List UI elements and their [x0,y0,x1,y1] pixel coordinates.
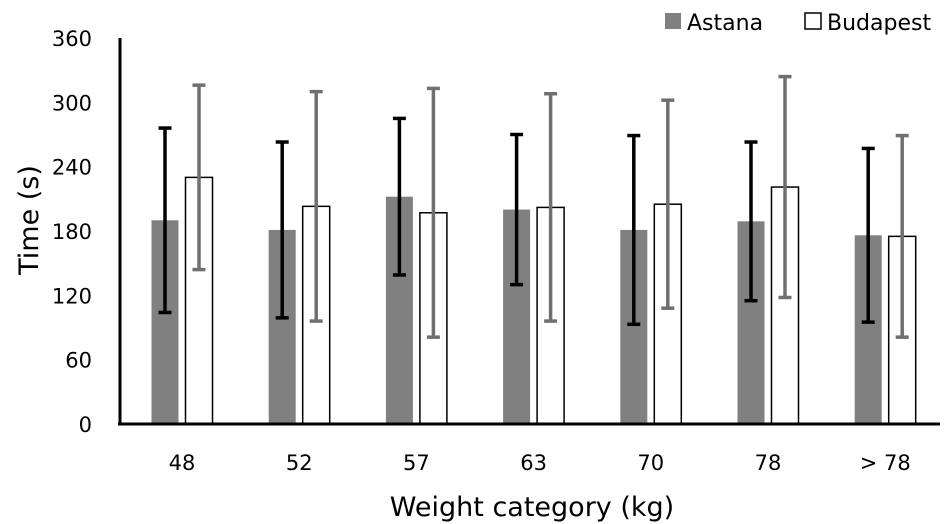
x-tick-label: 57 [403,451,430,475]
y-tick-label: 240 [52,156,92,180]
error-bar-budapest [192,83,206,272]
error-bar-astana [744,140,758,303]
x-tick-labels: 48 52 57 63 70 78 > 78 [169,451,911,475]
x-tick-label: > 78 [860,451,911,475]
legend-swatch-astana [665,13,681,29]
error-bar-astana [392,116,406,277]
x-tick-label: 78 [755,451,782,475]
y-axis-title: Time (s) [14,165,45,276]
x-tick-label: 70 [637,451,664,475]
y-tick-label: 360 [52,27,92,51]
error-bar-budapest [544,92,558,323]
error-bar-budapest [895,133,909,339]
y-tick-label: 0 [79,413,92,437]
error-bar-astana [627,133,641,327]
error-bar-budapest [309,89,323,323]
error-bar-budapest [426,86,440,339]
y-tick-label: 180 [52,220,92,244]
legend-label-astana: Astana [687,11,763,36]
y-tick-label: 60 [65,349,92,373]
error-bar-budapest [661,98,675,310]
y-tick-label: 120 [52,284,92,308]
legend-swatch-budapest [804,12,822,30]
error-bar-astana [275,140,289,320]
x-tick-label: 63 [520,451,547,475]
error-bar-astana [861,146,875,324]
legend-label-budapest: Budapest [827,11,931,36]
x-tick-label: 48 [169,451,196,475]
error-bar-astana [510,132,524,287]
y-tick-label: 300 [52,91,92,115]
error-bar-budapest [778,74,792,300]
error-bar-astana [158,126,172,315]
bars-layer [151,176,917,425]
x-tick-label: 52 [286,451,313,475]
legend: Astana Budapest [665,11,931,36]
x-axis-title: Weight category (kg) [390,492,674,523]
y-tick-labels: 0 60 120 180 240 300 360 [52,27,92,437]
error-bars-layer [158,74,909,339]
